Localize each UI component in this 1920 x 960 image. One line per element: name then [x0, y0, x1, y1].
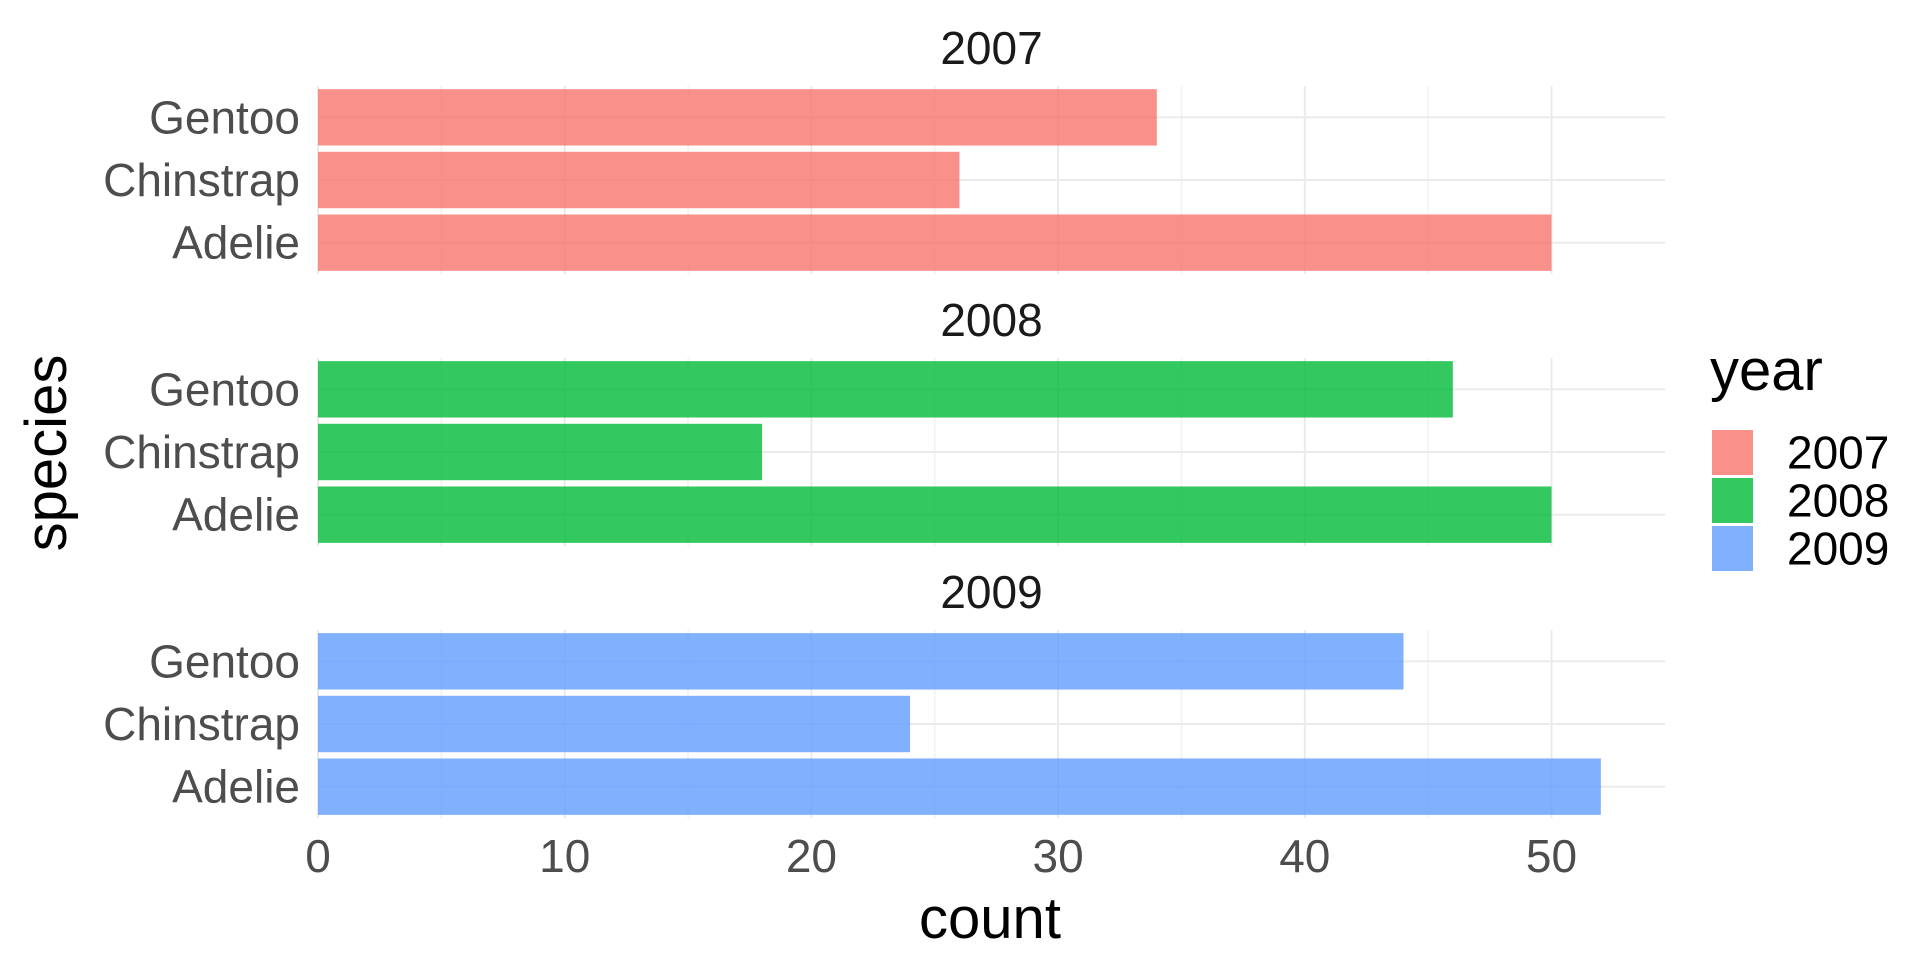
facet-panel-2008: 2008 Adelie Chinstrap Gentoo [103, 294, 1665, 546]
y-tick-label: Gentoo [149, 363, 300, 415]
y-tick-label: Gentoo [149, 91, 300, 143]
legend-label: 2008 [1787, 475, 1889, 527]
y-tick-label: Chinstrap [103, 154, 300, 206]
x-tick-label: 0 [305, 830, 331, 882]
legend-key-2008 [1712, 478, 1753, 523]
bar-2009-gentoo [318, 633, 1404, 690]
bar-2009-adelie [318, 758, 1601, 815]
bar-2009-chinstrap [318, 695, 911, 753]
legend-key-2009 [1712, 526, 1753, 571]
y-tick-label: Chinstrap [103, 426, 300, 478]
x-tick-label: 40 [1279, 830, 1330, 882]
y-tick-label: Adelie [172, 761, 300, 813]
bar-2008-chinstrap [318, 423, 763, 481]
bar-2008-adelie [318, 486, 1552, 543]
x-tick-label: 10 [539, 830, 590, 882]
y-tick-label: Adelie [172, 489, 300, 541]
bar-2007-chinstrap [318, 151, 960, 209]
x-tick-label: 20 [786, 830, 837, 882]
y-tick-label: Chinstrap [103, 698, 300, 750]
legend-label: 2009 [1787, 523, 1889, 575]
x-tick-label: 30 [1033, 830, 1084, 882]
x-axis: 0 10 20 30 40 50 [305, 830, 1577, 882]
facet-strip-title: 2008 [940, 294, 1042, 346]
x-axis-title: count [919, 886, 1061, 951]
bar-2008-gentoo [318, 361, 1453, 418]
facet-panel-2007: 2007 Adelie Chinstrap Gentoo [103, 22, 1665, 274]
y-tick-label: Adelie [172, 217, 300, 269]
bar-2007-gentoo [318, 89, 1157, 146]
facet-strip-title: 2009 [940, 566, 1042, 618]
legend-label: 2007 [1787, 427, 1889, 479]
legend-title: year [1710, 338, 1823, 403]
bar-2007-adelie [318, 214, 1552, 271]
x-tick-label: 50 [1526, 830, 1577, 882]
y-axis-title: species [14, 355, 79, 552]
facet-panel-2009: 2009 Adelie Chinstrap Gentoo [103, 566, 1665, 818]
facet-strip-title: 2007 [940, 22, 1042, 74]
facet-panels: 2007 Adelie Chinstrap Gentoo 2008 Adelie Chins… [103, 22, 1665, 818]
y-tick-label: Gentoo [149, 635, 300, 687]
legend-key-2007 [1712, 430, 1753, 475]
